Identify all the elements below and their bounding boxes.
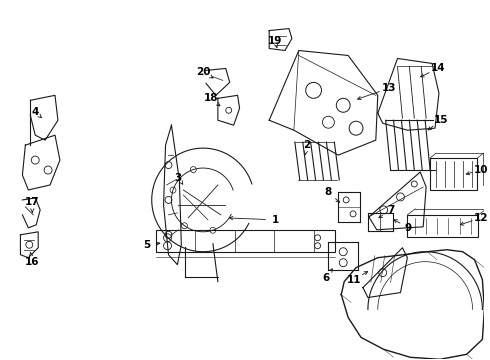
Text: 5: 5 bbox=[143, 240, 150, 250]
Text: 12: 12 bbox=[474, 213, 489, 223]
Text: 10: 10 bbox=[474, 165, 489, 175]
Bar bbox=[156, 230, 335, 252]
Text: 17: 17 bbox=[25, 197, 40, 207]
Text: 7: 7 bbox=[387, 205, 394, 215]
Text: 9: 9 bbox=[405, 223, 412, 233]
Text: 8: 8 bbox=[325, 187, 332, 197]
Text: 16: 16 bbox=[25, 257, 40, 267]
Text: 13: 13 bbox=[381, 84, 396, 93]
Text: 4: 4 bbox=[31, 107, 39, 117]
Text: 6: 6 bbox=[323, 273, 330, 283]
Text: 14: 14 bbox=[431, 63, 445, 73]
Text: 19: 19 bbox=[268, 36, 282, 46]
Text: 20: 20 bbox=[196, 67, 210, 77]
Text: 1: 1 bbox=[271, 215, 279, 225]
Text: 11: 11 bbox=[347, 275, 361, 285]
Text: 15: 15 bbox=[434, 115, 448, 125]
Bar bbox=[407, 215, 478, 237]
Text: 2: 2 bbox=[303, 140, 310, 150]
Text: 3: 3 bbox=[175, 173, 182, 183]
Bar bbox=[430, 158, 477, 190]
Text: 18: 18 bbox=[204, 93, 218, 103]
